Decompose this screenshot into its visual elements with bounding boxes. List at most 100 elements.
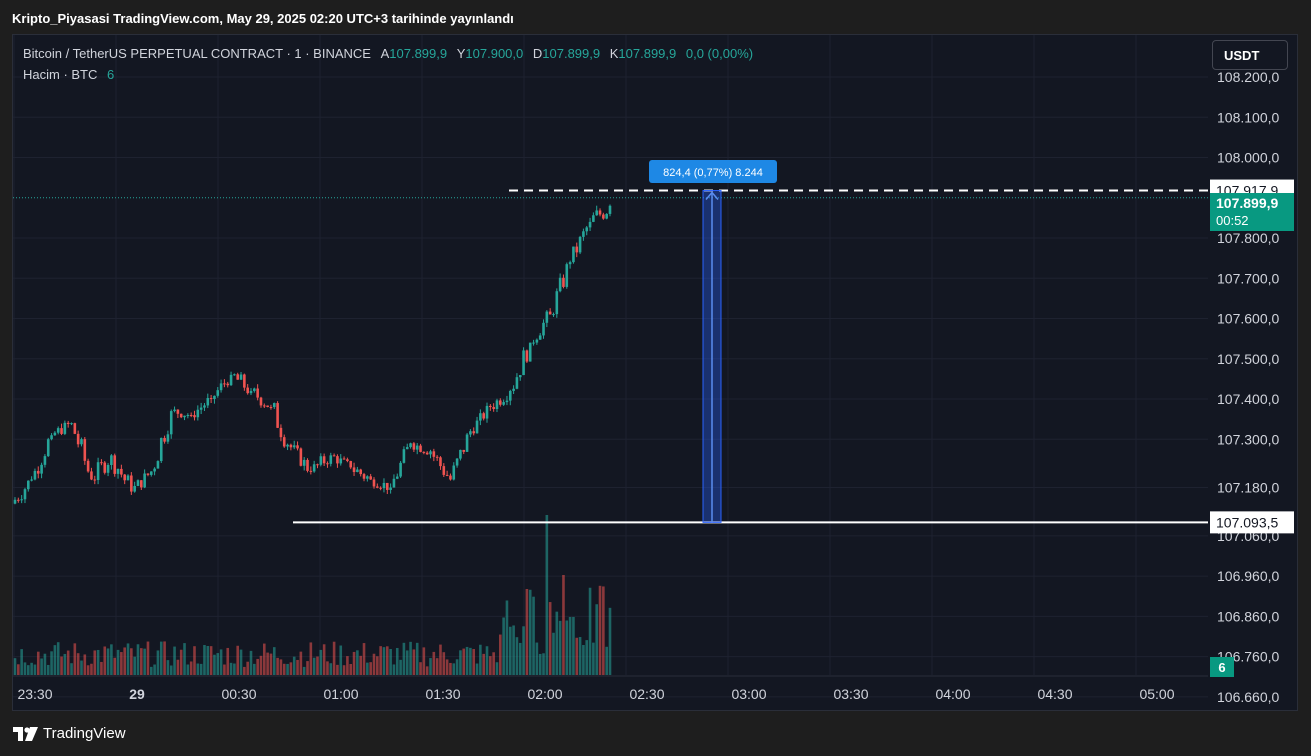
volume-bar bbox=[528, 589, 532, 675]
candlesticks bbox=[13, 204, 612, 505]
candle-body bbox=[36, 470, 40, 474]
volume-bar bbox=[166, 660, 170, 675]
current-price-label: 107.899,9 bbox=[1216, 195, 1278, 211]
tradingview-logo-icon bbox=[13, 726, 38, 741]
volume-bar bbox=[110, 644, 113, 675]
tradingview-logo[interactable]: TradingView bbox=[13, 725, 126, 742]
volume-bar bbox=[209, 646, 213, 675]
volume-bar bbox=[608, 607, 612, 675]
volume-bar bbox=[56, 642, 60, 675]
symbol-name: Bitcoin / TetherUS PERPETUAL CONTRACT · … bbox=[23, 46, 371, 61]
volume-bars bbox=[13, 515, 612, 675]
candle-body bbox=[113, 455, 117, 474]
volume-bar bbox=[36, 651, 40, 675]
symbol-legend: Bitcoin / TetherUS PERPETUAL CONTRACT · … bbox=[23, 46, 753, 61]
candle-body bbox=[249, 390, 253, 394]
close-label: K bbox=[609, 46, 619, 61]
candle-body bbox=[435, 456, 439, 458]
candle-body bbox=[66, 422, 70, 425]
volume-bar bbox=[429, 658, 432, 675]
volume-bar bbox=[292, 656, 296, 675]
volume-bar bbox=[100, 661, 103, 675]
time-tick-label: 05:00 bbox=[1139, 686, 1174, 702]
volume-bar bbox=[176, 659, 180, 675]
candle-body bbox=[50, 435, 53, 440]
candle-body bbox=[392, 478, 396, 488]
volume-bar bbox=[572, 616, 575, 675]
volume-bar bbox=[233, 663, 236, 675]
volume-bar bbox=[136, 644, 140, 675]
candle-body bbox=[40, 464, 43, 474]
volume-bar bbox=[392, 664, 396, 675]
volume-bar bbox=[169, 665, 173, 675]
candle-body bbox=[475, 420, 479, 434]
volume-bar bbox=[489, 656, 492, 675]
volume-bar bbox=[605, 646, 608, 675]
volume-bar bbox=[598, 585, 602, 675]
time-tick-label: 03:30 bbox=[833, 686, 868, 702]
candle-body bbox=[492, 407, 495, 410]
volume-bar bbox=[339, 645, 343, 675]
price-tick-label: 107.180,0 bbox=[1217, 480, 1279, 496]
candle-body bbox=[86, 460, 90, 472]
candle-body bbox=[53, 432, 57, 436]
publish-title: Kripto_Piyasasi TradingView.com, May 29,… bbox=[12, 11, 514, 26]
volume-bar bbox=[329, 663, 333, 675]
price-tick-label: 108.000,0 bbox=[1217, 150, 1279, 166]
volume-bar bbox=[229, 662, 233, 675]
volume-bar bbox=[53, 645, 57, 675]
candle-body bbox=[279, 427, 283, 438]
volume-bar bbox=[116, 649, 120, 675]
candle-body bbox=[588, 221, 592, 228]
price-tick-label: 106.960,0 bbox=[1217, 568, 1279, 584]
volume-bar bbox=[123, 647, 126, 675]
candle-body bbox=[263, 405, 266, 407]
candle-body bbox=[149, 471, 153, 475]
candle-body bbox=[229, 374, 233, 386]
candle-body bbox=[359, 469, 362, 475]
candle-body bbox=[103, 462, 107, 473]
candle-body bbox=[256, 388, 259, 398]
volume-badge-label: 6 bbox=[1218, 660, 1225, 675]
candle-body bbox=[342, 458, 346, 460]
volume-bar bbox=[133, 656, 136, 675]
candle-body bbox=[80, 439, 83, 445]
time-tick-label: 00:30 bbox=[221, 686, 256, 702]
time-tick-label: 29 bbox=[129, 686, 145, 702]
candle-body bbox=[582, 231, 585, 237]
high-value: 107.900,0 bbox=[465, 46, 524, 61]
chart-frame[interactable]: 824,4 (0,77%) 8.244 108.200,0 108.100,0 10… bbox=[12, 34, 1298, 711]
candle-body bbox=[123, 474, 126, 481]
volume-bar bbox=[435, 658, 439, 675]
candle-body bbox=[143, 473, 146, 488]
volume-bar bbox=[23, 662, 27, 675]
currency-button[interactable]: USDT bbox=[1212, 40, 1288, 70]
candle-body bbox=[489, 405, 492, 408]
volume-bar bbox=[183, 643, 186, 675]
candlestick-chart[interactable]: 824,4 (0,77%) 8.244 108.200,0108.100,010… bbox=[13, 35, 1297, 710]
volume-bar bbox=[302, 666, 306, 675]
candle-body bbox=[179, 413, 183, 418]
volume-bar bbox=[578, 637, 582, 675]
volume-bar bbox=[203, 645, 206, 675]
low-value: 107.899,9 bbox=[542, 46, 601, 61]
chart-overlays: 824,4 (0,77%) 8.244 bbox=[13, 160, 1208, 524]
open-label: A bbox=[380, 46, 390, 61]
volume-bar bbox=[186, 664, 190, 675]
candle-body bbox=[322, 456, 326, 464]
volume-bar bbox=[575, 637, 579, 675]
candle-body bbox=[502, 402, 505, 405]
candle-body bbox=[56, 428, 60, 433]
candle-body bbox=[518, 375, 522, 378]
volume-bar bbox=[422, 647, 426, 675]
candle-body bbox=[76, 433, 80, 445]
price-tick-label: 107.600,0 bbox=[1217, 311, 1279, 327]
volume-bar bbox=[479, 644, 482, 675]
volume-bar bbox=[372, 653, 376, 675]
candle-body bbox=[432, 451, 436, 457]
candle-body bbox=[505, 400, 509, 403]
volume-bar bbox=[415, 642, 419, 675]
candle-body bbox=[565, 264, 569, 287]
candle-body bbox=[455, 458, 459, 466]
lower-level-label: 107.093,5 bbox=[1216, 514, 1278, 530]
